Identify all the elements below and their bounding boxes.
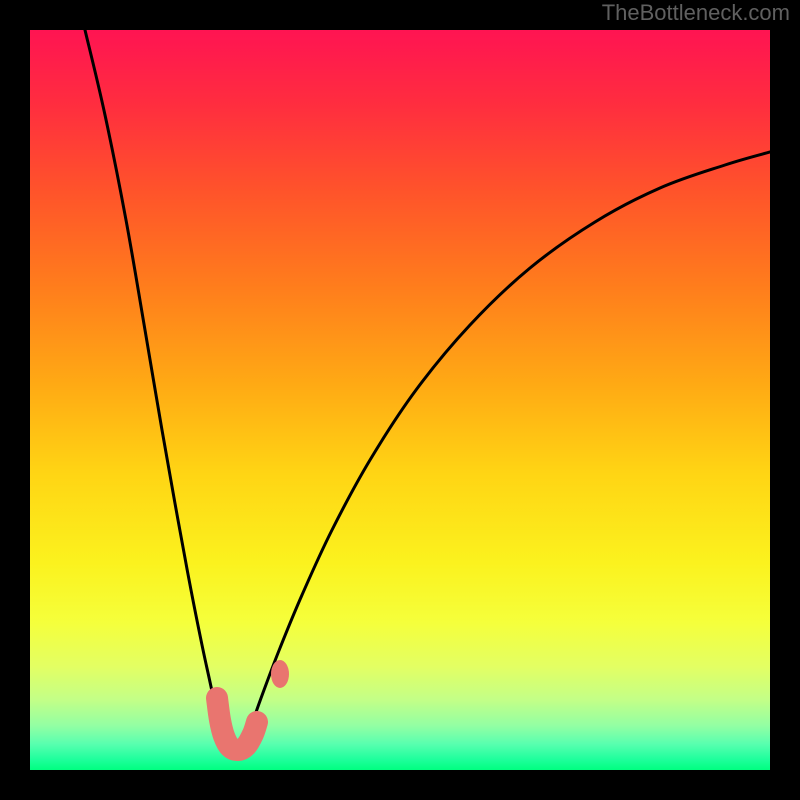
highlight-u-shape <box>217 698 257 750</box>
curve-right-branch <box>245 152 770 748</box>
curve-layer <box>30 30 770 770</box>
watermark-text: TheBottleneck.com <box>602 0 790 26</box>
curve-left-branch <box>85 30 225 748</box>
plot-area <box>30 30 770 770</box>
highlight-dot <box>271 660 289 688</box>
chart-stage: TheBottleneck.com <box>0 0 800 800</box>
